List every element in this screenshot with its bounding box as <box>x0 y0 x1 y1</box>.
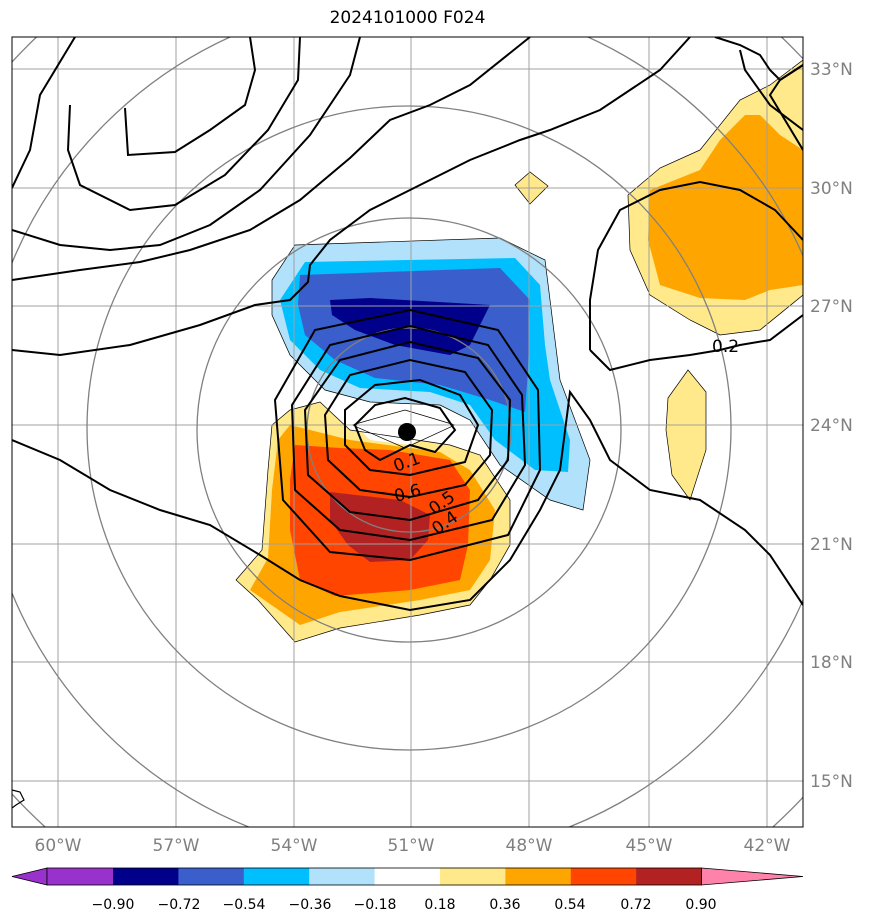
colorbar-segment <box>309 868 376 885</box>
lon-label: 45°W <box>626 836 673 856</box>
contours <box>12 37 803 612</box>
coastline-fragment <box>12 789 25 809</box>
lat-label: 30°N <box>810 179 853 199</box>
colorbar-extend-min <box>11 867 48 886</box>
lat-label: 33°N <box>810 60 853 80</box>
colorbar <box>11 867 804 886</box>
colorbar-segment <box>570 868 637 885</box>
colorbar-tick-label: 0.72 <box>620 897 651 913</box>
lon-label: 60°W <box>35 836 82 856</box>
colorbar-frame <box>46 867 702 886</box>
lon-label: 51°W <box>388 836 435 856</box>
longitude-labels: 60°W 57°W 54°W 51°W 48°W 45°W 42°W <box>35 836 791 856</box>
lon-label: 42°W <box>744 836 791 856</box>
lon-label: 48°W <box>506 836 553 856</box>
colorbar-tick-label: 0.54 <box>554 897 585 913</box>
lat-label: 21°N <box>810 535 853 555</box>
colorbar-tick-label: −0.54 <box>223 897 266 913</box>
colorbar-segment <box>440 868 506 885</box>
lat-label: 24°N <box>810 416 853 436</box>
lat-label: 18°N <box>810 653 853 673</box>
colorbar-tick-label: −0.36 <box>289 897 332 913</box>
colorbar-segment <box>243 868 310 885</box>
colorbar-tick-label: 0.90 <box>685 897 716 913</box>
map-frame <box>11 36 804 828</box>
lon-label: 54°W <box>271 836 318 856</box>
colorbar-segment <box>505 868 572 885</box>
storm-center-marker <box>398 423 416 441</box>
contour-label: 0.2 <box>712 337 739 357</box>
colorbar-tick-label: −0.18 <box>354 897 397 913</box>
graticule <box>12 37 803 827</box>
colorbar-extend-max <box>701 867 804 886</box>
lon-label: 57°W <box>153 836 200 856</box>
colorbar-segment <box>374 868 441 885</box>
colorbar-segment <box>636 868 703 885</box>
colorbar-tick-label: −0.90 <box>92 897 135 913</box>
lat-label: 15°N <box>810 772 853 792</box>
latitude-labels: 33°N 30°N 27°N 24°N 21°N 18°N 15°N <box>810 60 853 792</box>
shading-ne-orange <box>648 115 803 300</box>
lat-label: 27°N <box>810 297 853 317</box>
shading-small-patch-2 <box>666 370 706 500</box>
colorbar-ticks: −0.90 −0.72 −0.54 −0.36 −0.18 0.18 0.36 … <box>92 897 717 913</box>
colorbar-tick-label: 0.36 <box>489 897 520 913</box>
colorbar-tick-label: −0.72 <box>158 897 201 913</box>
colorbar-segment <box>47 868 113 885</box>
colorbar-segment <box>113 868 179 885</box>
map-title: 2024101000 F024 <box>329 8 486 28</box>
colorbar-segment <box>178 868 245 885</box>
colorbar-tick-label: 0.18 <box>424 897 455 913</box>
